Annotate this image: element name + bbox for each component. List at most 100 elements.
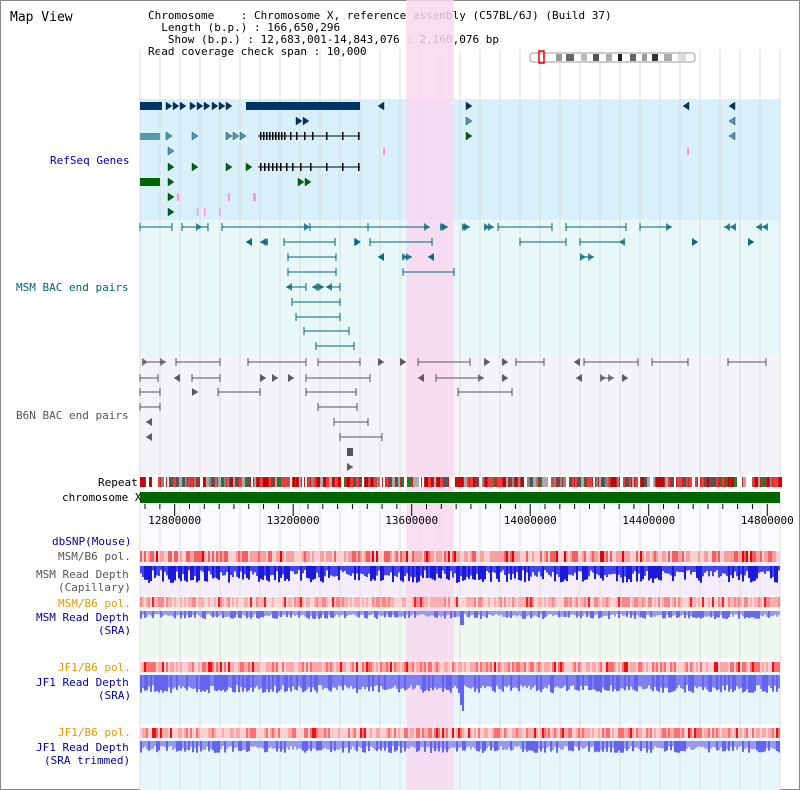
jf1-pol-cell-1[interactable] [638,662,640,672]
jf1-pol-cell-1[interactable] [198,662,200,672]
jf1-pol-cell-1[interactable] [478,662,480,672]
msm-pol-cell-1[interactable] [306,551,308,562]
msm-pol-cell-2[interactable] [242,597,244,607]
jf1-pol-cell-1[interactable] [454,662,456,672]
msm-pol-cell-1[interactable] [588,551,590,562]
jf1-depth-trim-bar[interactable] [336,741,338,750]
jf1-depth-trim-bar[interactable] [616,741,618,753]
jf1-depth-sra-bar[interactable] [154,675,156,692]
msm-pol-cell-2[interactable] [278,597,280,607]
jf1-depth-trim-bar[interactable] [140,741,142,753]
jf1-pol-cell-2[interactable] [736,728,738,738]
msm-pol-cell-2[interactable] [558,597,560,607]
msm-pol-cell-2[interactable] [770,597,772,607]
msm-depth-cap-bar[interactable] [596,566,598,575]
jf1-depth-sra-bar[interactable] [646,675,648,689]
jf1-pol-cell-2[interactable] [334,728,336,738]
msm-depth-sra-bar[interactable] [248,611,250,617]
msm-bac-pair-end[interactable] [442,223,448,231]
jf1-pol-cell-1[interactable] [346,662,348,672]
msm-pol-cell-1[interactable] [242,551,244,562]
msm-depth-sra-bar[interactable] [450,611,452,619]
repeat-element[interactable] [320,477,323,487]
jf1-depth-sra-bar[interactable] [430,675,432,688]
msm-depth-sra-bar[interactable] [538,611,540,618]
msm-pol-cell-2[interactable] [328,597,330,607]
msm-depth-sra-bar[interactable] [246,611,248,619]
msm-pol-cell-1[interactable] [760,551,762,562]
jf1-depth-sra-bar[interactable] [414,675,416,689]
msm-pol-cell-1[interactable] [376,551,378,562]
jf1-pol-cell-1[interactable] [234,662,236,672]
jf1-depth-trim-bar[interactable] [278,741,280,749]
jf1-pol-cell-2[interactable] [146,728,148,738]
jf1-depth-trim-bar[interactable] [286,741,288,748]
jf1-depth-sra-bar[interactable] [638,675,640,687]
jf1-depth-trim-bar[interactable] [660,741,662,749]
msm-depth-sra-bar[interactable] [194,611,196,618]
jf1-depth-sra-bar[interactable] [728,675,730,692]
msm-pol-cell-1[interactable] [162,551,164,562]
jf1-pol-cell-1[interactable] [408,662,410,672]
jf1-pol-cell-2[interactable] [704,728,706,738]
jf1-pol-cell-1[interactable] [438,662,440,672]
msm-depth-sra-bar[interactable] [770,611,772,617]
jf1-pol-cell-1[interactable] [740,662,742,672]
jf1-depth-sra-bar[interactable] [220,675,222,692]
jf1-pol-cell-1[interactable] [246,662,248,672]
gene-arrow[interactable] [225,101,233,111]
msm-depth-cap-bar[interactable] [186,566,188,582]
jf1-pol-cell-1[interactable] [662,662,664,672]
msm-pol-cell-2[interactable] [234,597,236,607]
gene-arrow[interactable] [465,116,473,126]
jf1-depth-trim-bar[interactable] [384,741,386,751]
msm-pol-cell-2[interactable] [554,597,556,607]
jf1-depth-sra-bar[interactable] [776,675,778,692]
jf1-depth-trim-bar[interactable] [702,741,704,747]
msm-depth-cap-bar[interactable] [592,566,594,573]
jf1-pol-cell-1[interactable] [316,662,318,672]
repeat-track[interactable] [140,477,782,487]
jf1-depth-sra-bar[interactable] [724,675,726,691]
jf1-depth-trim-bar[interactable] [516,741,518,747]
msm-pol-cell-2[interactable] [164,597,166,607]
jf1-depth-sra-bar[interactable] [700,675,702,687]
repeat-element[interactable] [452,477,455,487]
msm-depth-sra-bar[interactable] [642,611,644,618]
msm-depth-sra-bar[interactable] [518,611,520,616]
msm-pol-cell-2[interactable] [666,597,668,607]
msm-depth-sra-bar[interactable] [484,611,486,617]
jf1-pol-cell-2[interactable] [326,728,328,738]
jf1-depth-trim-bar[interactable] [228,741,230,747]
msm-depth-sra-bar[interactable] [690,611,692,617]
msm-depth-cap-bar[interactable] [164,566,166,572]
msm-depth-cap-bar[interactable] [218,566,220,581]
repeat-element[interactable] [263,477,266,487]
highlight-band[interactable] [406,0,454,790]
msm-depth-cap-bar[interactable] [446,566,448,579]
msm-depth-cap-bar[interactable] [512,566,514,574]
jf1-depth-trim-bar[interactable] [376,741,378,752]
repeat-element[interactable] [698,477,700,487]
msm-depth-sra-bar[interactable] [746,611,748,618]
msm-pol-cell-1[interactable] [274,551,276,562]
jf1-pol-cell-2[interactable] [204,728,206,738]
jf1-depth-trim-bar[interactable] [452,741,454,748]
msm-depth-sra-bar[interactable] [622,611,624,616]
msm-pol-cell-2[interactable] [270,597,272,607]
gene-arrow[interactable] [245,162,253,172]
jf1-depth-trim-bar[interactable] [264,741,266,753]
msm-depth-sra-bar[interactable] [700,611,702,619]
msm-pol-cell-2[interactable] [608,597,610,607]
msm-pol-cell-2[interactable] [480,597,482,607]
jf1-depth-trim-bar[interactable] [288,741,290,750]
jf1-pol-cell-2[interactable] [690,728,692,738]
repeat-element[interactable] [200,477,203,487]
jf1-depth-trim-bar[interactable] [612,741,614,748]
msm-depth-cap-bar[interactable] [304,566,306,571]
jf1-depth-trim-bar[interactable] [482,741,484,753]
msm-pol-cell-1[interactable] [332,551,334,562]
jf1-pol-cell-1[interactable] [406,662,408,672]
jf1-pol-cell-1[interactable] [368,662,370,672]
jf1-pol-cell-1[interactable] [224,662,226,672]
